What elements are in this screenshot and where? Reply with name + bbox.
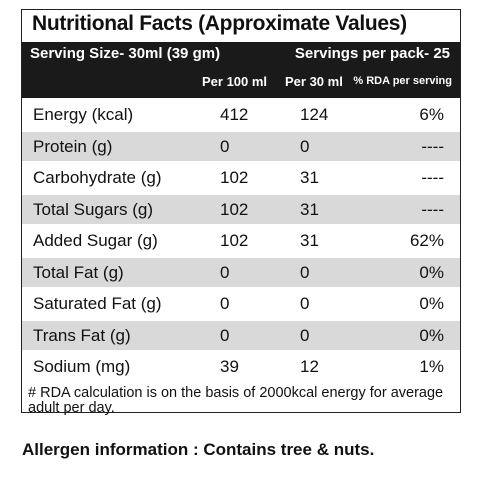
table-row: Sodium (mg) 39 12 1% — [22, 352, 460, 383]
nutrient-value: 39 — [220, 357, 239, 376]
nutrient-name: Carbohydrate (g) — [33, 168, 162, 187]
nutrient-value: 0 — [300, 294, 310, 313]
nutrient-name: Protein (g) — [33, 136, 113, 156]
nutrient-value: 6% — [419, 105, 444, 124]
title: Nutritional Facts (Approximate Values) — [32, 12, 407, 35]
column-header: Per 30 ml — [285, 74, 343, 89]
nutrient-value: 102 — [220, 199, 249, 219]
table-row: Protein (g) 0 0 ---- — [22, 131, 460, 163]
table-row: Added Sugar (g) 102 31 62% — [22, 226, 460, 257]
nutrient-value: ---- — [421, 168, 444, 187]
column-header: Per 100 ml — [202, 74, 268, 89]
nutrient-value: 62% — [409, 231, 444, 250]
nutrient-name: Sodium (mg) — [33, 357, 131, 376]
nutrient-value: 102 — [220, 231, 249, 250]
serving-size: Serving Size- 30ml (39 gm) — [30, 45, 221, 62]
table-row: Trans Fat (g) 0 0 0% — [22, 320, 460, 352]
nutrient-name: Total Fat (g) — [33, 262, 124, 282]
servings-per-pack: Servings per pack- 25 — [294, 45, 450, 62]
nutrient-value: ---- — [421, 136, 444, 156]
nutrient-value: 0 — [300, 325, 310, 345]
table-row: Saturated Fat (g) 0 0 0% — [22, 289, 460, 320]
nutrient-value: ---- — [421, 199, 444, 219]
nutrient-value: 0% — [419, 294, 444, 313]
nutrient-value: 31 — [300, 199, 319, 219]
nutrient-name: Saturated Fat (g) — [33, 294, 162, 313]
nutrient-value: 12 — [300, 357, 319, 376]
nutrient-value: 0% — [419, 325, 444, 345]
nutrient-value: 0 — [220, 325, 230, 345]
table-row: Carbohydrate (g) 102 31 ---- — [22, 163, 460, 194]
nutrient-name: Added Sugar (g) — [33, 231, 158, 250]
table-border — [21, 9, 461, 413]
nutrient-value: 0% — [419, 262, 444, 282]
table-row: Energy (kcal) 412 124 6% — [22, 100, 460, 131]
nutrient-value: 1% — [419, 357, 444, 376]
nutrient-value: 0 — [220, 294, 230, 313]
column-header: % RDA per serving — [353, 75, 452, 87]
table-row: Total Sugars (g) 102 31 ---- — [22, 194, 460, 226]
footnote: # RDA calculation is on the basis of 200… — [28, 385, 444, 416]
nutrient-value: 102 — [220, 168, 249, 187]
allergen-info: Allergen information : Contains tree & n… — [22, 440, 375, 459]
nutrient-value: 124 — [300, 105, 329, 124]
nutrient-name: Energy (kcal) — [33, 105, 134, 124]
nutrient-value: 31 — [300, 168, 319, 187]
nutrient-value: 0 — [220, 136, 230, 156]
nutrient-value: 0 — [220, 262, 230, 282]
nutrient-value: 0 — [300, 136, 310, 156]
nutrient-name: Trans Fat (g) — [33, 325, 131, 345]
nutrient-value: 0 — [300, 262, 310, 282]
nutrient-name: Total Sugars (g) — [33, 199, 153, 219]
table-header: Serving Size- 30ml (39 gm) Servings per … — [22, 42, 460, 98]
nutrient-value: 412 — [220, 105, 249, 124]
table-row: Total Fat (g) 0 0 0% — [22, 257, 460, 289]
nutrient-value: 31 — [300, 231, 319, 250]
